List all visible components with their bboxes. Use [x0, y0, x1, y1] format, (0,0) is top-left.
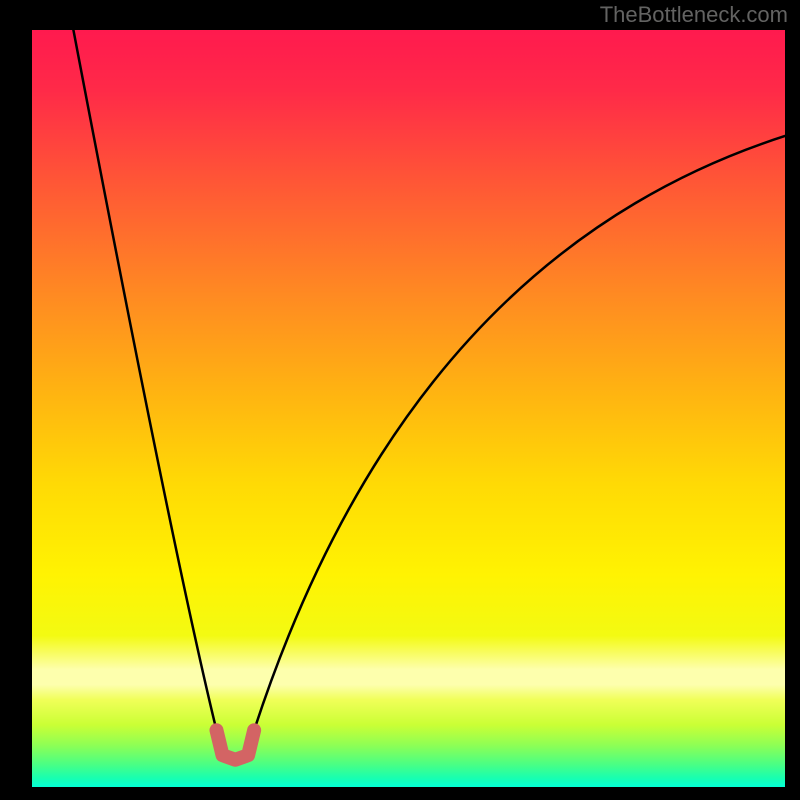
- plot-svg: [32, 30, 785, 787]
- plot-area: [32, 30, 785, 787]
- watermark-text: TheBottleneck.com: [600, 2, 788, 28]
- plot-background: [32, 30, 785, 787]
- stage: TheBottleneck.com: [0, 0, 800, 800]
